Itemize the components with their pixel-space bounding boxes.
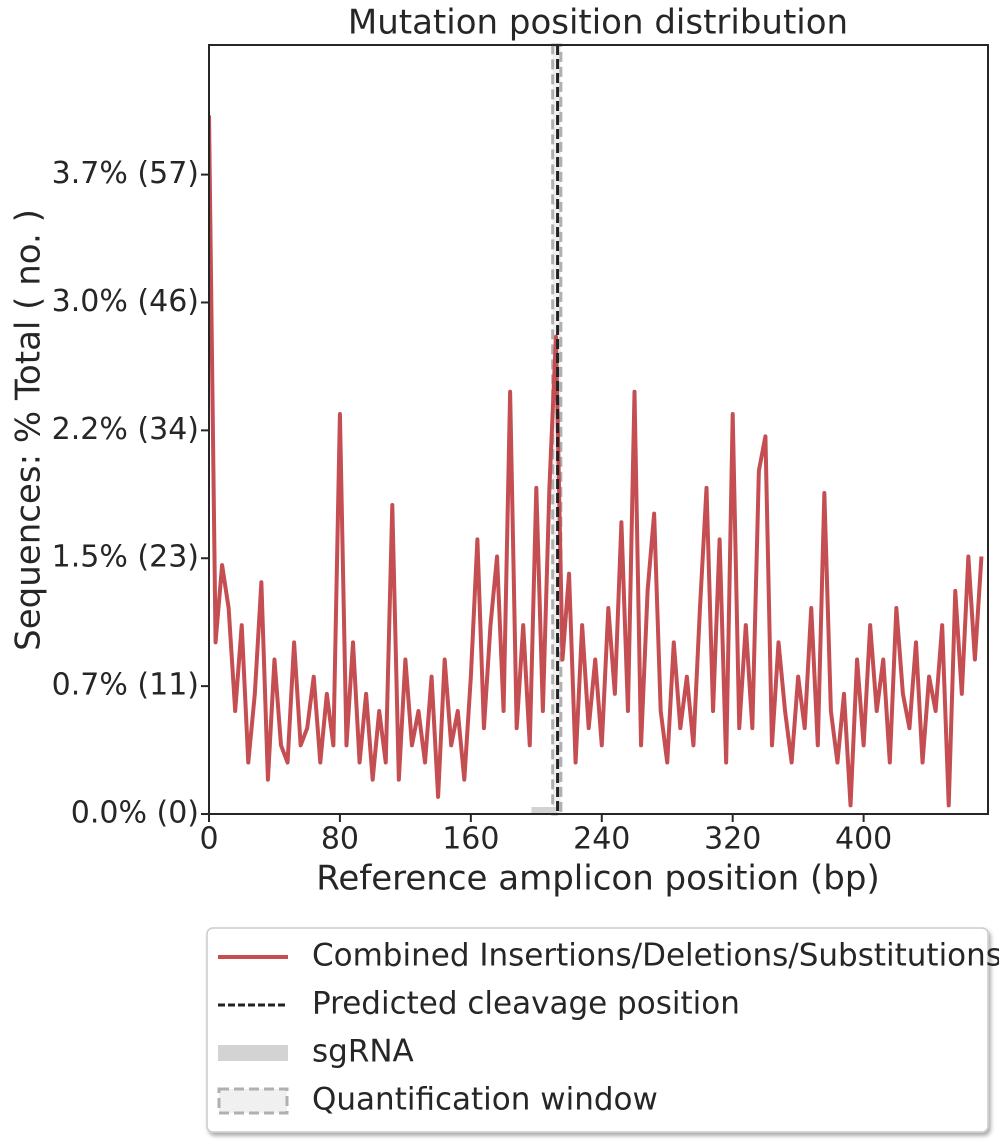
x-tick-label: 400 xyxy=(835,822,892,857)
x-tick-label: 320 xyxy=(704,822,761,857)
legend-label: Combined Insertions/Deletions/Substituti… xyxy=(312,938,999,974)
x-tick-label: 240 xyxy=(573,822,630,857)
y-tick-label: 1.5% (23) xyxy=(52,540,199,575)
sgrna-bar xyxy=(531,807,556,814)
data-line xyxy=(209,115,984,808)
legend-label: sgRNA xyxy=(312,1034,414,1070)
y-tick-label: 0.0% (0) xyxy=(71,796,199,831)
y-tick-label: 3.0% (46) xyxy=(52,284,199,319)
legend-swatch xyxy=(218,1045,288,1061)
y-tick-label: 0.7% (11) xyxy=(52,668,199,703)
legend-swatch xyxy=(217,1087,289,1115)
y-axis-label: Sequences: % Total ( no. ) xyxy=(9,209,49,651)
legend-label: Quantification window xyxy=(312,1082,658,1118)
plot-area xyxy=(209,115,984,808)
x-tick-label: 160 xyxy=(442,822,499,857)
legend-box xyxy=(206,927,989,1133)
chart-title: Mutation position distribution xyxy=(348,3,848,43)
y-tick-label: 3.7% (57) xyxy=(52,156,199,191)
x-tick-label: 0 xyxy=(199,822,218,857)
x-axis-label: Reference amplicon position (bp) xyxy=(316,859,879,899)
y-tick-label: 2.2% (34) xyxy=(52,412,199,447)
legend-label: Predicted cleavage position xyxy=(312,986,740,1022)
x-tick-label: 80 xyxy=(321,822,359,857)
